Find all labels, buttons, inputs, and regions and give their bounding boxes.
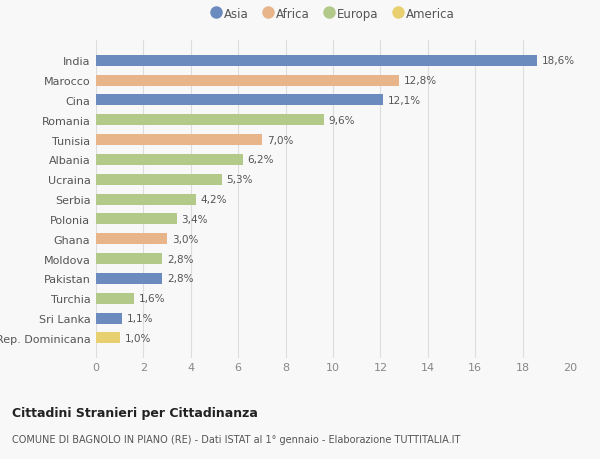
Bar: [96, 155, 243, 166]
Bar: [96, 274, 163, 284]
Bar: [96, 313, 122, 324]
Text: 6,2%: 6,2%: [248, 155, 274, 165]
Text: 4,2%: 4,2%: [200, 195, 227, 205]
Text: 7,0%: 7,0%: [266, 135, 293, 146]
Bar: [96, 333, 120, 344]
Text: Cittadini Stranieri per Cittadinanza: Cittadini Stranieri per Cittadinanza: [12, 406, 258, 419]
Bar: [96, 115, 323, 126]
Text: 3,0%: 3,0%: [172, 234, 198, 244]
Legend: Asia, Africa, Europa, America: Asia, Africa, Europa, America: [206, 3, 460, 25]
Text: 12,1%: 12,1%: [388, 96, 421, 106]
Bar: [96, 56, 537, 67]
Bar: [96, 234, 167, 245]
Text: 1,6%: 1,6%: [139, 294, 165, 303]
Bar: [96, 253, 163, 264]
Bar: [96, 75, 400, 86]
Text: 2,8%: 2,8%: [167, 274, 194, 284]
Bar: [96, 135, 262, 146]
Text: COMUNE DI BAGNOLO IN PIANO (RE) - Dati ISTAT al 1° gennaio - Elaborazione TUTTIT: COMUNE DI BAGNOLO IN PIANO (RE) - Dati I…: [12, 434, 460, 444]
Bar: [96, 214, 176, 225]
Text: 1,0%: 1,0%: [124, 333, 151, 343]
Text: 2,8%: 2,8%: [167, 254, 194, 264]
Bar: [96, 194, 196, 205]
Text: 9,6%: 9,6%: [328, 116, 355, 125]
Text: 12,8%: 12,8%: [404, 76, 437, 86]
Bar: [96, 95, 383, 106]
Text: 1,1%: 1,1%: [127, 313, 154, 324]
Text: 5,3%: 5,3%: [226, 175, 253, 185]
Text: 18,6%: 18,6%: [542, 56, 575, 66]
Bar: [96, 293, 134, 304]
Bar: [96, 174, 221, 185]
Text: 3,4%: 3,4%: [181, 214, 208, 224]
